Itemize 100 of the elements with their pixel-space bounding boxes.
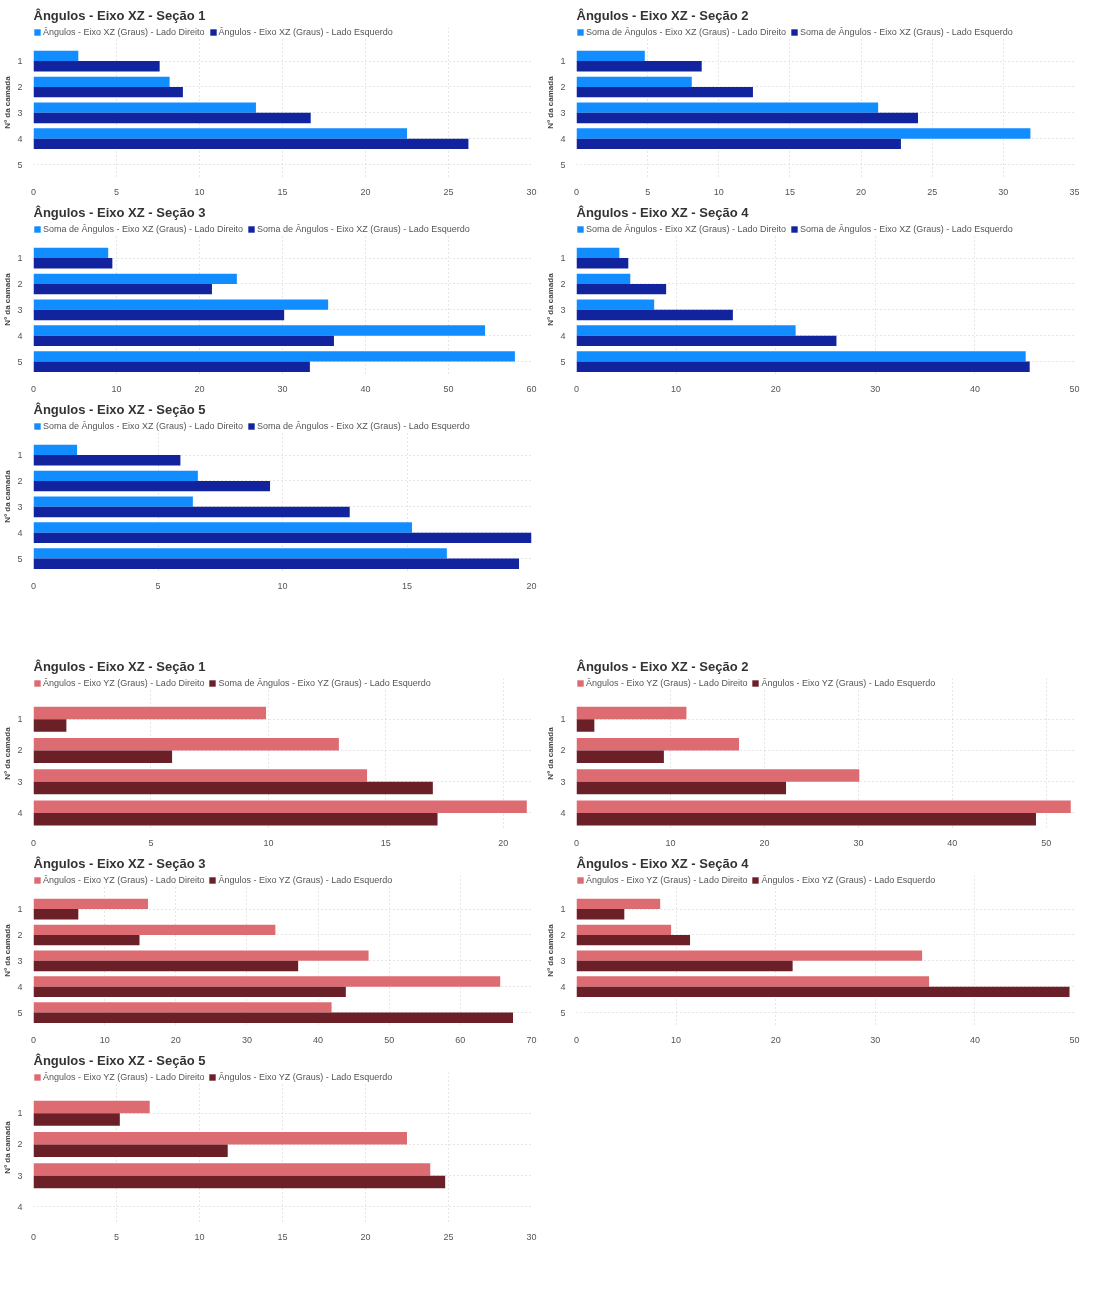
x-tick-label: 30 bbox=[870, 383, 881, 394]
x-tick-label: 50 bbox=[1069, 383, 1080, 394]
y-tick-label: 1 bbox=[17, 904, 23, 915]
x-tick-label: 50 bbox=[1041, 837, 1052, 848]
y-tick-label: 3 bbox=[17, 107, 23, 118]
y-tick-label: 3 bbox=[17, 955, 23, 966]
y-tick-label: 5 bbox=[560, 356, 566, 367]
y-tick-label: 1 bbox=[560, 714, 566, 725]
legend-label: Ângulos - Eixo YZ (Graus) - Lado Direito bbox=[43, 678, 205, 688]
x-tick-label: 10 bbox=[99, 1034, 110, 1045]
x-tick-label: 40 bbox=[969, 1034, 980, 1045]
x-tick-label: 30 bbox=[870, 1034, 881, 1045]
legend-label: Soma de Ângulos - Eixo XZ (Graus) - Lado Direito bbox=[586, 27, 787, 37]
chart-title: Ângulos - Eixo XZ - Seção 3 bbox=[33, 855, 206, 871]
x-tick-label: 30 bbox=[277, 383, 288, 394]
y-tick-label: 1 bbox=[17, 253, 23, 264]
x-tick-label: 20 bbox=[856, 186, 867, 197]
x-tick-label: 10 bbox=[671, 1034, 682, 1045]
chart-title: Ângulos - Eixo XZ - Seção 4 bbox=[576, 204, 750, 220]
x-tick-label: 0 bbox=[31, 1231, 37, 1242]
y-tick-label: 1 bbox=[560, 904, 566, 915]
y-axis-title: Nº da camada bbox=[3, 75, 13, 129]
y-tick-label: 2 bbox=[17, 745, 23, 756]
legend-label: Soma de Ângulos - Eixo XZ (Graus) - Lado Direito bbox=[43, 421, 244, 431]
legend-label: Ângulos - Eixo YZ (Graus) - Lado Esquerdo bbox=[761, 875, 936, 885]
y-tick-label: 4 bbox=[560, 807, 566, 818]
x-tick-label: 30 bbox=[998, 186, 1009, 197]
x-tick-label: 30 bbox=[526, 1231, 537, 1242]
y-tick-label: 3 bbox=[560, 107, 566, 118]
y-axis-title: Nº da camada bbox=[546, 726, 556, 780]
y-tick-label: 3 bbox=[17, 501, 23, 512]
y-tick-label: 2 bbox=[560, 278, 566, 289]
legend-label: Ângulos - Eixo YZ (Graus) - Lado Direito bbox=[586, 678, 748, 688]
y-tick-label: 4 bbox=[17, 133, 23, 144]
x-tick-label: 30 bbox=[241, 1034, 252, 1045]
x-tick-label: 10 bbox=[277, 580, 288, 591]
x-tick-label: 25 bbox=[443, 1231, 454, 1242]
y-tick-label: 4 bbox=[17, 807, 23, 818]
y-tick-label: 2 bbox=[17, 475, 23, 486]
y-tick-label: 5 bbox=[17, 356, 23, 367]
x-tick-label: 10 bbox=[111, 383, 122, 394]
x-tick-label: 25 bbox=[927, 186, 938, 197]
y-axis-title: Nº da camada bbox=[3, 726, 13, 780]
x-tick-label: 20 bbox=[170, 1034, 181, 1045]
legend-label: Soma de Ângulos - Eixo YZ (Graus) - Lado Esquerdo bbox=[218, 678, 431, 688]
x-tick-label: 15 bbox=[277, 186, 288, 197]
x-tick-label: 40 bbox=[313, 1034, 324, 1045]
legend-label: Ângulos - Eixo XZ (Graus) - Lado Direito bbox=[43, 27, 205, 37]
x-tick-label: 0 bbox=[31, 383, 37, 394]
chart-title: Ângulos - Eixo XZ - Seção 3 bbox=[33, 204, 206, 220]
x-tick-label: 10 bbox=[665, 837, 676, 848]
legend-label: Soma de Ângulos - Eixo XZ (Graus) - Lado Esquerdo bbox=[257, 421, 470, 431]
y-tick-label: 1 bbox=[17, 1108, 23, 1119]
x-tick-label: 40 bbox=[360, 383, 371, 394]
y-tick-label: 3 bbox=[560, 776, 566, 787]
x-tick-label: 0 bbox=[574, 186, 580, 197]
y-tick-label: 4 bbox=[17, 1201, 23, 1212]
x-tick-label: 5 bbox=[148, 837, 154, 848]
y-tick-label: 4 bbox=[17, 981, 23, 992]
x-tick-label: 20 bbox=[759, 837, 770, 848]
y-tick-label: 5 bbox=[17, 1007, 23, 1018]
y-tick-label: 5 bbox=[17, 553, 23, 564]
y-tick-label: 2 bbox=[17, 278, 23, 289]
legend-label: Soma de Ângulos - Eixo XZ (Graus) - Lado Esquerdo bbox=[257, 224, 470, 234]
x-tick-label: 10 bbox=[671, 383, 682, 394]
y-axis-title: Nº da camada bbox=[546, 75, 556, 129]
x-tick-label: 60 bbox=[526, 383, 537, 394]
x-tick-label: 0 bbox=[574, 837, 580, 848]
y-tick-label: 2 bbox=[17, 81, 23, 92]
y-tick-label: 4 bbox=[17, 330, 23, 341]
legend-label: Soma de Ângulos - Eixo XZ (Graus) - Lado Esquerdo bbox=[800, 27, 1013, 37]
x-tick-label: 20 bbox=[498, 837, 509, 848]
x-tick-label: 20 bbox=[770, 383, 781, 394]
x-tick-label: 0 bbox=[31, 186, 37, 197]
y-tick-label: 3 bbox=[17, 776, 23, 787]
x-tick-label: 30 bbox=[853, 837, 864, 848]
legend-label: Ângulos - Eixo XZ (Graus) - Lado Esquerdo bbox=[218, 27, 393, 37]
chart-title: Ângulos - Eixo XZ - Seção 5 bbox=[33, 1052, 206, 1068]
x-tick-label: 15 bbox=[401, 580, 413, 591]
y-tick-label: 3 bbox=[560, 304, 566, 315]
x-tick-label: 20 bbox=[360, 1231, 371, 1242]
legend-label: Ângulos - Eixo YZ (Graus) - Lado Direito bbox=[43, 875, 205, 885]
x-tick-label: 60 bbox=[455, 1034, 466, 1045]
y-axis-title: Nº da camada bbox=[546, 272, 556, 326]
chart-title: Ângulos - Eixo XZ - Seção 2 bbox=[576, 7, 749, 23]
y-axis-title: Nº da camada bbox=[3, 272, 13, 326]
x-tick-label: 0 bbox=[31, 1034, 37, 1045]
y-tick-label: 4 bbox=[560, 330, 566, 341]
legend-label: Soma de Ângulos - Eixo XZ (Graus) - Lado Esquerdo bbox=[800, 224, 1013, 234]
x-tick-label: 10 bbox=[194, 186, 205, 197]
x-tick-label: 5 bbox=[155, 580, 161, 591]
x-tick-label: 50 bbox=[384, 1034, 395, 1045]
x-tick-label: 10 bbox=[263, 837, 274, 848]
legend-label: Soma de Ângulos - Eixo XZ (Graus) - Lado Direito bbox=[586, 224, 787, 234]
x-tick-label: 15 bbox=[380, 837, 391, 848]
x-tick-label: 40 bbox=[969, 383, 980, 394]
x-tick-label: 5 bbox=[114, 1231, 120, 1242]
chart-title: Ângulos - Eixo XZ - Seção 1 bbox=[33, 658, 206, 674]
y-tick-label: 5 bbox=[560, 159, 566, 170]
chart-title: Ângulos - Eixo XZ - Seção 4 bbox=[576, 855, 750, 871]
